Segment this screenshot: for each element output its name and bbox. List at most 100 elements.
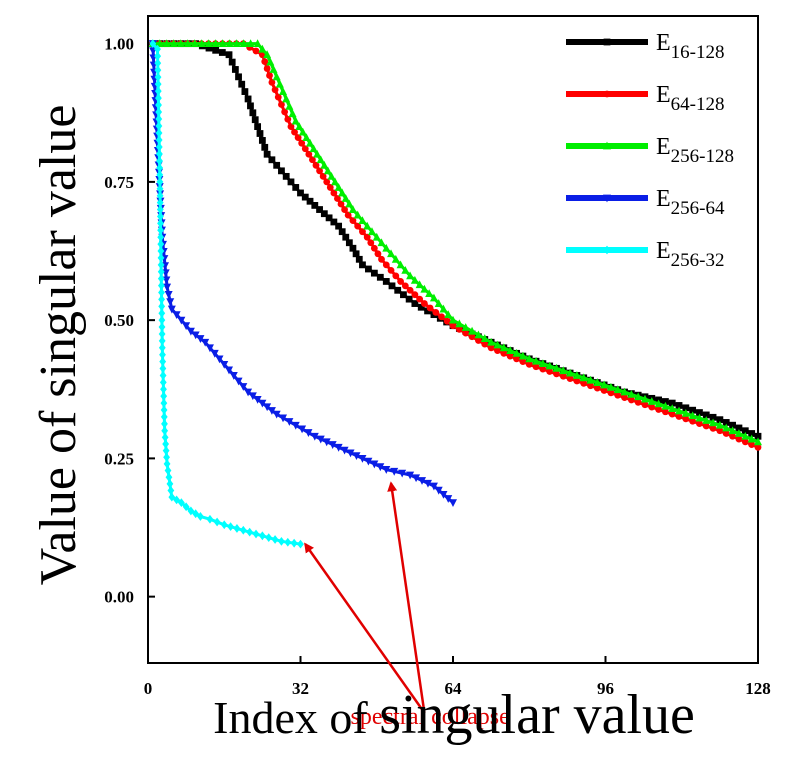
marker-circle [455,325,463,333]
marker-triangle-down [253,396,262,404]
marker-square [352,250,360,258]
marker-diamond [160,405,168,415]
marker-circle [603,90,611,98]
marker-triangle [420,284,429,293]
marker-circle [735,435,743,443]
marker-circle [468,333,476,341]
marker-diamond [156,170,164,180]
marker-diamond [154,44,161,54]
marker-square [376,273,384,281]
marker-circle [539,365,547,373]
marker-triangle-down [390,467,399,476]
legend-label: E16-128 [656,30,725,63]
marker-circle [702,422,710,430]
marker-circle [607,389,615,397]
marker-triangle [434,299,443,307]
marker-triangle [518,351,527,360]
marker-triangle [302,133,311,142]
marker-square [301,193,309,201]
marker-circle [397,278,404,285]
marker-diamond [197,512,204,521]
marker-triangle [754,437,762,446]
marker-square [405,295,413,303]
marker-circle [274,93,282,101]
marker-triangle-down [358,454,367,463]
marker-square [273,161,281,169]
marker-diamond [155,107,163,117]
marker-triangle-down [220,360,229,369]
marker-circle [627,396,635,404]
marker-triangle [320,160,329,169]
marker-circle [513,355,520,363]
marker-circle [449,322,457,330]
marker-triangle [474,330,483,339]
marker-triangle [269,65,278,73]
legend-label-subscript: 256-32 [671,250,725,271]
legend-label: E256-32 [656,238,725,271]
marker-circle [294,134,302,142]
marker-diamond [265,533,273,543]
marker-circle [506,352,514,360]
marker-triangle [334,183,343,191]
marker-diamond [157,239,165,249]
marker-circle [312,161,320,169]
marker-triangle [348,205,357,213]
marker-circle [374,250,382,258]
annotation-text: spectral collapse [351,704,510,730]
marker-square [370,269,378,277]
marker-circle [481,340,489,348]
marker-square [320,210,328,218]
marker-triangle [586,375,595,384]
marker-square [292,184,300,191]
marker-diamond [177,498,185,508]
marker-diamond [157,260,165,270]
marker-triangle [661,401,670,410]
marker-triangle [275,79,284,88]
marker-diamond [161,432,169,442]
marker-circle [382,261,390,269]
marker-triangle-down [244,388,253,397]
legend-label-main: E [656,82,671,108]
marker-triangle [272,72,281,81]
x-axis-title-part-1: Index of [213,692,379,743]
marker-diamond [297,539,304,549]
marker-circle [344,211,352,219]
marker-diamond [154,58,162,68]
marker-diamond [167,486,175,495]
marker-square [258,137,266,144]
marker-triangle [183,39,192,48]
marker-triangle [367,227,376,236]
marker-diamond [173,495,180,505]
marker-triangle [681,408,690,417]
marker-triangle [211,39,220,48]
marker-square [394,286,402,294]
marker-triangle [566,368,575,377]
marker-triangle-down [182,322,191,331]
marker-triangle-down [205,344,214,353]
marker-triangle [377,238,386,247]
marker-circle [648,403,656,411]
marker-square [682,404,690,412]
marker-circle [432,309,440,316]
legend-label: E64-128 [656,82,725,115]
marker-triangle-down [267,407,276,415]
legend-label-subscript: 64-128 [671,94,725,115]
marker-triangle-down [285,418,294,426]
marker-circle [298,139,306,147]
marker-circle [387,266,395,274]
marker-square [335,222,343,230]
marker-triangle [439,304,448,313]
marker-square [251,116,259,124]
legend-label-main: E [656,134,671,160]
marker-diamond [206,514,214,524]
marker-triangle [285,101,294,110]
marker-diamond [159,377,167,387]
marker-circle [689,417,697,425]
marker-triangle-down [429,482,438,491]
marker-circle [494,347,501,354]
marker-circle [525,360,533,368]
marker-square [349,244,357,252]
marker-diamond [158,329,166,339]
marker-triangle [353,210,362,219]
marker-square [345,239,353,247]
